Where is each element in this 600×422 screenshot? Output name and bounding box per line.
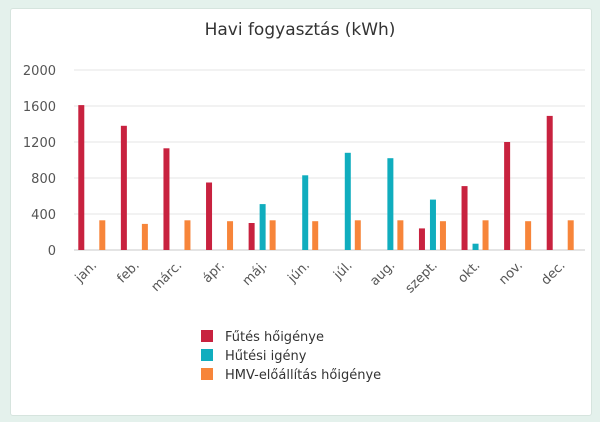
chart-card bbox=[10, 8, 592, 416]
x-tick-label: máj. bbox=[240, 258, 271, 289]
x-tick-label: júl. bbox=[330, 258, 355, 283]
bar bbox=[472, 243, 479, 250]
bar bbox=[461, 186, 468, 250]
bar bbox=[504, 142, 511, 250]
bar bbox=[302, 175, 309, 250]
bar bbox=[206, 182, 213, 250]
y-tick-label: 0 bbox=[48, 244, 56, 259]
legend-swatch bbox=[201, 330, 213, 342]
x-tick-label: ápr. bbox=[200, 258, 228, 286]
bar bbox=[163, 148, 170, 250]
x-tick-label: dec. bbox=[538, 258, 568, 288]
bar bbox=[567, 220, 574, 250]
y-tick-label: 400 bbox=[31, 208, 56, 223]
x-tick-label: jún. bbox=[285, 258, 313, 286]
bar bbox=[269, 220, 276, 250]
legend-label: Fűtés hőigénye bbox=[225, 330, 324, 345]
x-axis: jan. feb. márc. ápr. máj. jún. júl. aug. szept. o… bbox=[72, 258, 569, 296]
y-tick-label: 2000 bbox=[23, 64, 56, 79]
x-tick-label: aug. bbox=[367, 258, 398, 289]
bar bbox=[482, 220, 489, 250]
chart-title: Havi fogyasztás (kWh) bbox=[205, 20, 396, 40]
bar bbox=[141, 223, 148, 250]
bar bbox=[387, 158, 394, 250]
bar bbox=[312, 221, 319, 250]
y-axis: 0 400 800 1200 1600 2000 bbox=[23, 64, 56, 259]
legend: Fűtés hőigénye Hűtési igény HMV-előállítás… bbox=[201, 330, 381, 383]
legend-swatch bbox=[201, 368, 213, 380]
legend-label: HMV-előállítás hőigénye bbox=[225, 368, 381, 383]
bars bbox=[78, 105, 574, 251]
bar bbox=[418, 228, 425, 250]
bar bbox=[397, 220, 404, 250]
x-tick-label: feb. bbox=[114, 258, 142, 286]
x-tick-label: márc. bbox=[149, 258, 186, 295]
bar bbox=[439, 221, 446, 250]
bar bbox=[184, 220, 191, 250]
gridlines bbox=[74, 69, 585, 251]
bar bbox=[354, 220, 361, 250]
bar bbox=[227, 221, 234, 250]
y-tick-label: 1200 bbox=[23, 136, 56, 151]
bar bbox=[259, 204, 266, 250]
y-tick-label: 1600 bbox=[23, 100, 56, 115]
legend-swatch bbox=[201, 349, 213, 361]
y-tick-label: 800 bbox=[31, 172, 56, 187]
bar bbox=[429, 199, 436, 250]
bar bbox=[546, 115, 553, 251]
bar bbox=[78, 105, 85, 250]
x-tick-label: szept. bbox=[403, 258, 441, 296]
bar bbox=[525, 221, 532, 250]
x-tick-label: jan. bbox=[72, 258, 100, 286]
legend-label: Hűtési igény bbox=[225, 349, 307, 364]
x-tick-label: nov. bbox=[496, 258, 526, 288]
bar bbox=[99, 220, 106, 250]
bar bbox=[344, 152, 351, 250]
x-tick-label: okt. bbox=[455, 258, 483, 286]
bar bbox=[248, 223, 255, 250]
bar bbox=[120, 125, 127, 250]
